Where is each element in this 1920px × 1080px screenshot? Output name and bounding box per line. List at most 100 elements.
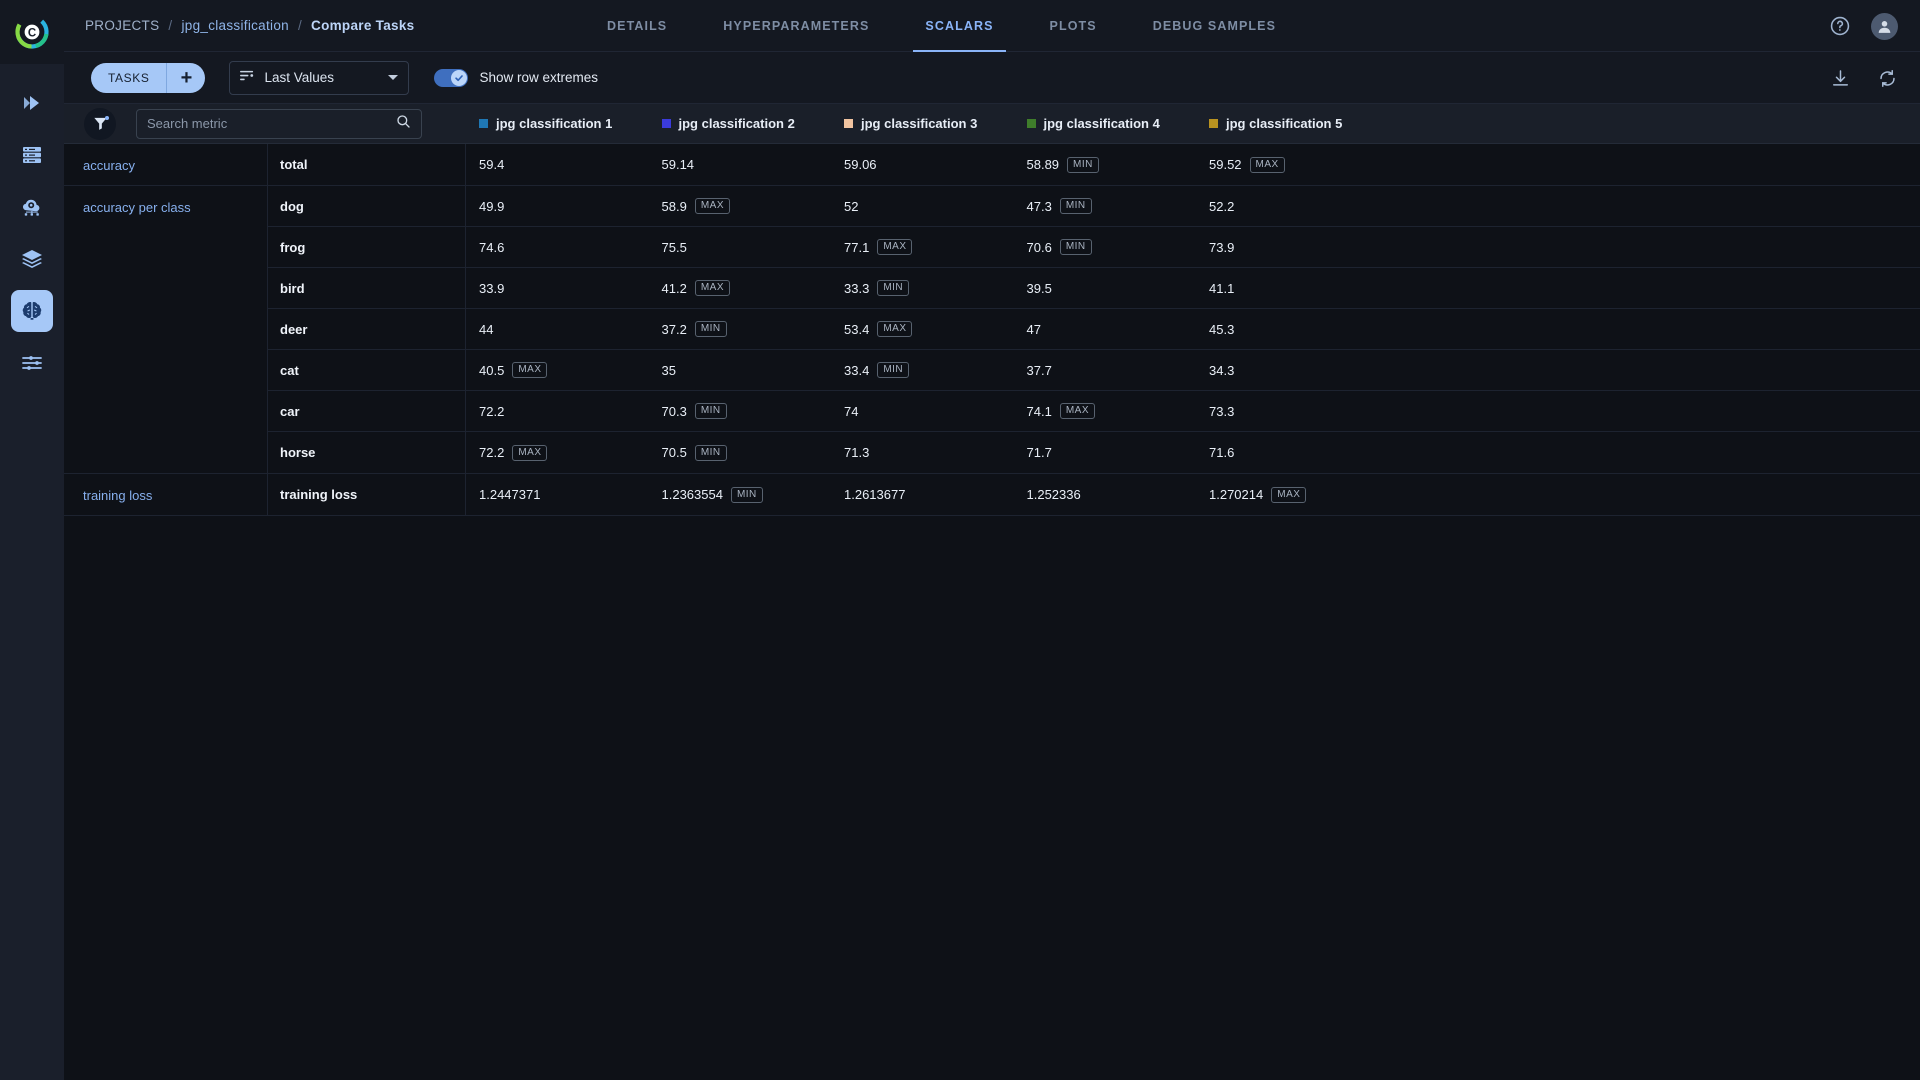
- extreme-badge: MAX: [694, 280, 730, 296]
- value-number: 33.3: [844, 280, 870, 296]
- value-number: 71.3: [844, 445, 870, 460]
- value-cell: 72.2: [466, 391, 649, 431]
- value-number: 59.4: [479, 157, 505, 172]
- variant-label: bird: [280, 280, 305, 296]
- value-cell: 73.3: [1196, 391, 1379, 431]
- tab-hyperparameters[interactable]: HYPERPARAMETERS: [723, 19, 870, 33]
- extreme-badge: MAX: [1249, 156, 1285, 173]
- series-color-swatch: [1026, 119, 1036, 128]
- column-header-1[interactable]: jpg classification 1: [466, 104, 649, 143]
- extreme-badge: MAX: [877, 239, 913, 255]
- left-sidebar: C: [0, 0, 64, 1080]
- value-number: 45.3: [1209, 321, 1235, 337]
- tasks-pill-divider: [166, 62, 168, 93]
- clearml-logo[interactable]: C: [0, 0, 64, 64]
- toggle-knob: [451, 69, 468, 86]
- variant-label: dog: [280, 198, 304, 214]
- search-metric-box[interactable]: [136, 108, 422, 139]
- top-bar: PROJECTS / jpg_classification / Compare …: [64, 0, 1920, 52]
- value-number: 72.2: [479, 403, 505, 419]
- extreme-badge: MIN: [1059, 198, 1092, 214]
- value-number: 44: [479, 321, 494, 337]
- variant-cell: training loss: [268, 474, 466, 515]
- tab-plots[interactable]: PLOTS: [1049, 19, 1097, 33]
- value-number: 73.9: [1209, 239, 1235, 255]
- table-row: cat 40.5 MAX 35 33.4 MIN 37.7 34.3: [268, 350, 1920, 391]
- sidebar-item-datasets[interactable]: [11, 134, 53, 176]
- value-cell: 52.2: [1196, 186, 1379, 226]
- value-number: 41.1: [1209, 280, 1235, 296]
- value-cell: 71.6: [1196, 432, 1379, 473]
- column-header-2[interactable]: jpg classification 2: [649, 104, 832, 143]
- value-cell: 70.6 MIN: [1014, 227, 1197, 267]
- search-icon[interactable]: [396, 114, 411, 134]
- download-icon[interactable]: [1830, 68, 1851, 89]
- metric-group-label-cell: accuracy per class: [64, 186, 268, 473]
- value-number: 1.2613677: [844, 487, 906, 502]
- series-color-swatch: [661, 119, 671, 128]
- search-input[interactable]: [147, 116, 390, 131]
- metric-group-rows: total 59.4 59.14 59.06 58.89 MIN 59.52 MAX: [268, 144, 1920, 185]
- value-number: 33.4: [844, 362, 870, 378]
- nav-tabs: DETAILS HYPERPARAMETERS SCALARS PLOTS DE…: [579, 0, 1304, 52]
- sidebar-item-pipelines[interactable]: [11, 82, 53, 124]
- metric-group-rows: training loss 1.2447371 1.2363554 MIN 1.2613…: [268, 474, 1920, 515]
- series-color-swatch: [1209, 119, 1218, 128]
- value-number: 1.270214: [1209, 487, 1264, 502]
- value-cell: 34.3: [1196, 350, 1379, 390]
- variant-label: frog: [280, 239, 306, 255]
- sidebar-item-models[interactable]: [11, 238, 53, 280]
- variant-cell: total: [268, 144, 466, 185]
- scalars-table: jpg classification 1 jpg classification …: [64, 104, 1920, 1080]
- tab-details[interactable]: DETAILS: [607, 19, 668, 33]
- extreme-badge: MIN: [877, 280, 910, 296]
- breadcrumb-separator: /: [168, 18, 173, 33]
- extreme-badge: MIN: [694, 444, 727, 461]
- sidebar-item-orchestration[interactable]: [11, 186, 53, 228]
- extreme-badge: MAX: [877, 321, 913, 337]
- metric-group-link[interactable]: training loss: [83, 488, 153, 503]
- extreme-badge: MAX: [512, 444, 548, 461]
- metric-group-rows: dog 49.9 58.9 MAX 52 47.3 MIN 52.2 frog 74.6 75.5 7…: [268, 186, 1920, 473]
- value-number: 1.2447371: [479, 487, 541, 502]
- table-row: bird 33.9 41.2 MAX 33.3 MIN 39.5 41.1: [268, 268, 1920, 309]
- value-cell: 74.1 MAX: [1014, 391, 1197, 431]
- tab-debug-samples[interactable]: DEBUG SAMPLES: [1152, 19, 1277, 33]
- table-row: frog 74.6 75.5 77.1 MAX 70.6 MIN 73.9: [268, 227, 1920, 268]
- metric-group-link[interactable]: accuracy per class: [83, 200, 191, 215]
- sidebar-item-experiments[interactable]: [11, 290, 53, 332]
- value-number: 77.1: [844, 239, 870, 255]
- tasks-button[interactable]: TASKS: [108, 70, 150, 85]
- help-circle-icon[interactable]: [1829, 15, 1851, 37]
- table-row: dog 49.9 58.9 MAX 52 47.3 MIN 52.2: [268, 186, 1920, 227]
- avatar[interactable]: [1871, 12, 1898, 40]
- value-number: 59.14: [661, 157, 695, 172]
- table-row: car 72.2 70.3 MIN 74 74.1 MAX 73.3: [268, 391, 1920, 432]
- filter-funnel-icon[interactable]: [84, 107, 116, 140]
- value-cell: 59.4: [466, 144, 649, 185]
- refresh-icon[interactable]: [1877, 68, 1898, 89]
- breadcrumb: PROJECTS / jpg_classification / Compare …: [85, 18, 414, 33]
- tab-scalars[interactable]: SCALARS: [897, 0, 1021, 52]
- variant-label: total: [280, 157, 308, 172]
- column-header-4[interactable]: jpg classification 4: [1014, 104, 1197, 143]
- value-cell: 71.3: [831, 432, 1014, 473]
- show-row-extremes-toggle[interactable]: Show row extremes: [434, 68, 598, 87]
- table-row: horse 72.2 MAX 70.5 MIN 71.3 71.7 71.6: [268, 432, 1920, 473]
- table-row: training loss 1.2447371 1.2363554 MIN 1.2613…: [268, 474, 1920, 515]
- double-arrow-icon: [20, 91, 44, 115]
- metric-group: training loss training loss 1.2447371 1.236…: [64, 474, 1920, 516]
- value-number: 75.5: [661, 239, 687, 255]
- add-task-button[interactable]: +: [180, 66, 193, 89]
- column-header-3[interactable]: jpg classification 3: [831, 104, 1014, 143]
- metric-group-link[interactable]: accuracy: [83, 158, 136, 173]
- sidebar-item-settings[interactable]: [11, 342, 53, 384]
- value-number: 70.3: [661, 403, 687, 419]
- brain-icon: [20, 299, 44, 323]
- value-cell: 53.4 MAX: [831, 309, 1014, 349]
- breadcrumb-project[interactable]: jpg_classification: [181, 18, 289, 33]
- value-number: 33.9: [479, 280, 505, 296]
- values-mode-select[interactable]: Last Values: [229, 60, 410, 95]
- column-header-5[interactable]: jpg classification 5: [1196, 104, 1379, 143]
- breadcrumb-projects[interactable]: PROJECTS: [85, 18, 160, 33]
